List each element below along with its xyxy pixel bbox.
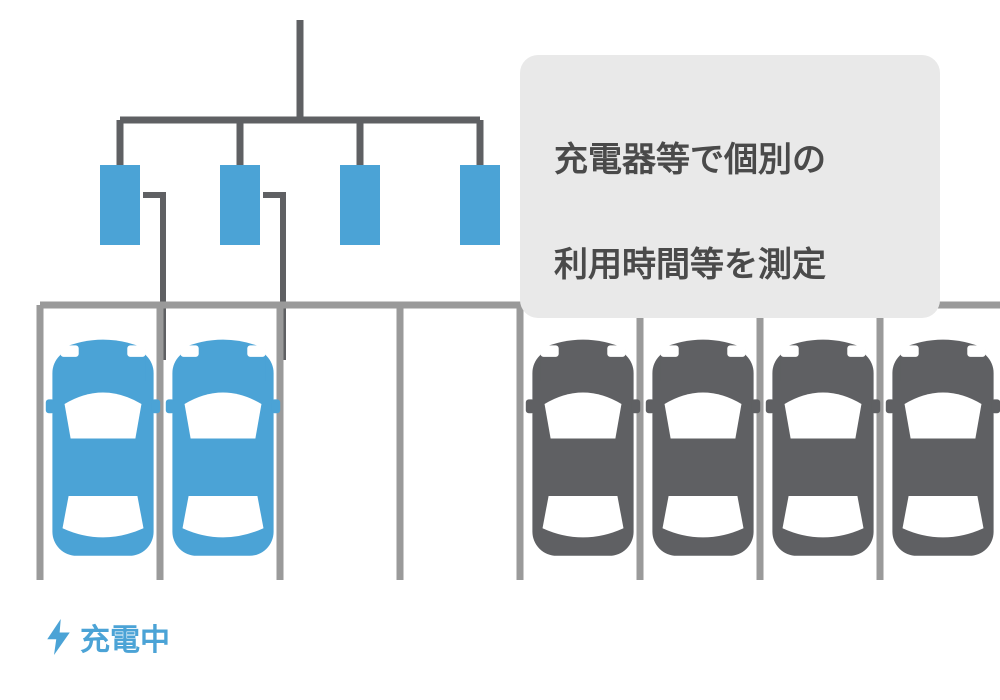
charger-unit [100, 165, 140, 245]
speech-bubble-tail [522, 208, 564, 248]
speech-bubble: 充電器等で個別の 利用時間等を測定 [520, 55, 940, 318]
bubble-line-2: 利用時間等を測定 [554, 246, 826, 284]
car [646, 340, 760, 556]
car [46, 340, 160, 556]
lightning-icon [45, 619, 72, 655]
charger-unit [220, 165, 260, 245]
car [886, 340, 1000, 556]
charger-unit [460, 165, 500, 245]
charging-label: 充電中 [45, 615, 170, 659]
car [766, 340, 880, 556]
charger-unit [340, 165, 380, 245]
charging-text: 充電中 [80, 615, 170, 659]
bubble-line-1: 充電器等で個別の [554, 141, 826, 179]
car [166, 340, 280, 556]
diagram-stage: 充電器等で個別の 利用時間等を測定 充電中 [0, 0, 1000, 700]
car [526, 340, 640, 556]
